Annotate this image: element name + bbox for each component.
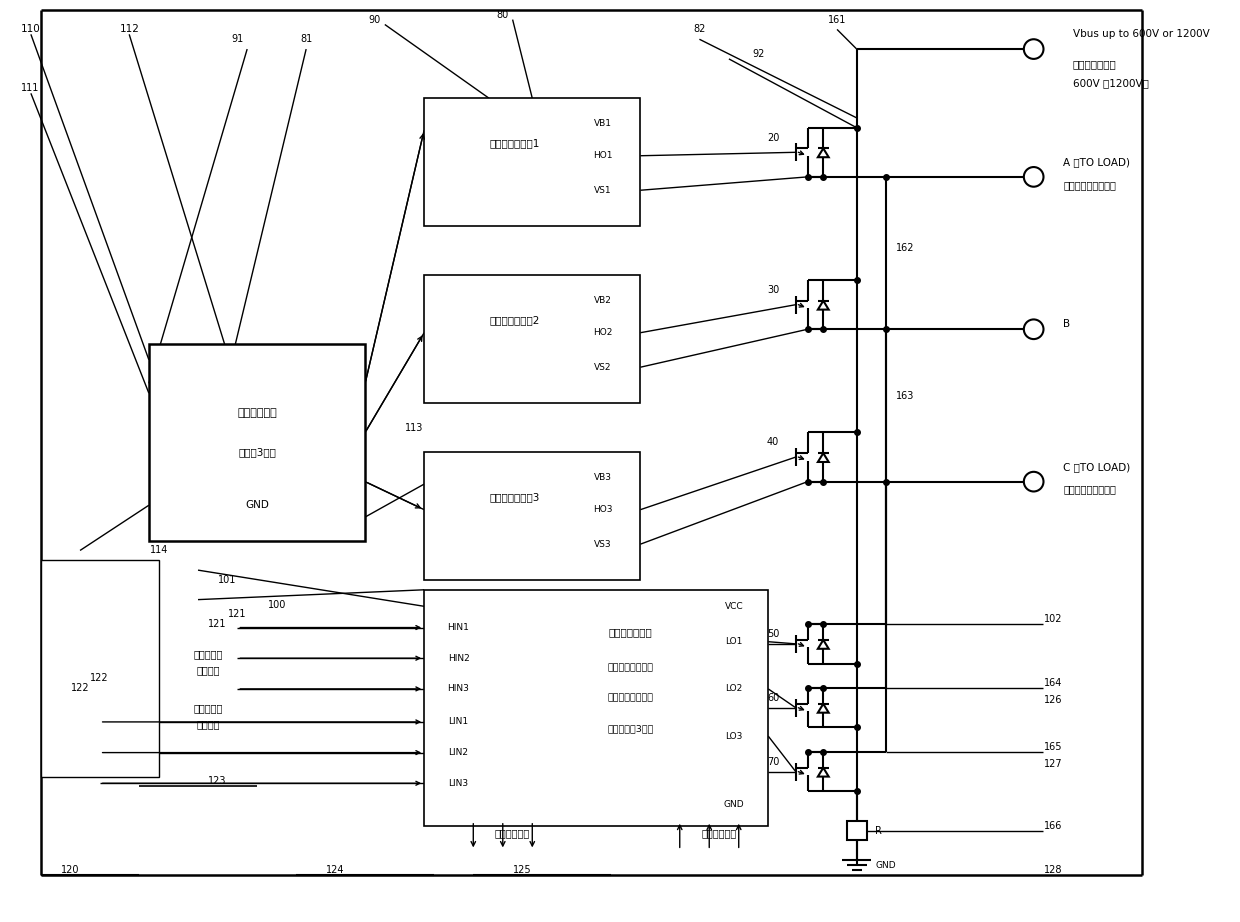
- Text: 120: 120: [61, 865, 79, 875]
- Bar: [847, 821, 867, 841]
- Text: 60: 60: [768, 693, 779, 703]
- Text: 112: 112: [119, 24, 139, 34]
- Text: 检测信号输入: 检测信号输入: [702, 829, 737, 839]
- Text: 92: 92: [753, 49, 765, 59]
- Text: 高压侧驱动芯片3: 高压侧驱动芯片3: [490, 491, 541, 502]
- Text: 高压侧驱动芯片2: 高压侧驱动芯片2: [490, 315, 541, 325]
- Text: 81: 81: [300, 34, 312, 44]
- Bar: [424, 275, 640, 403]
- Text: 70: 70: [768, 757, 779, 767]
- Text: 低压侧驱动模块: 低压侧驱动模块: [609, 627, 652, 637]
- Text: 高压侧逻辑: 高压侧逻辑: [193, 649, 222, 658]
- Text: （接三相电机相线）: （接三相电机相线）: [1063, 484, 1116, 494]
- Text: 控制信号: 控制信号: [196, 719, 219, 729]
- Text: 控制信号: 控制信号: [196, 666, 219, 676]
- Text: 110: 110: [21, 24, 41, 34]
- Text: 165: 165: [1044, 742, 1063, 752]
- Text: 82: 82: [693, 24, 706, 34]
- Text: 600V 或1200V）: 600V 或1200V）: [1073, 78, 1149, 89]
- Text: LO1: LO1: [725, 637, 743, 646]
- Text: 122: 122: [71, 683, 89, 693]
- Text: VS1: VS1: [594, 185, 611, 195]
- Text: R: R: [875, 826, 882, 835]
- Text: 20: 20: [768, 133, 779, 143]
- Text: 电平转移芯片: 电平转移芯片: [237, 408, 277, 418]
- Text: 低压侧逻辑: 低压侧逻辑: [193, 703, 222, 713]
- Text: 122: 122: [91, 673, 109, 683]
- Text: 127: 127: [1044, 759, 1063, 769]
- Text: VB1: VB1: [594, 119, 613, 128]
- Bar: [424, 99, 640, 226]
- Text: 40: 40: [768, 437, 779, 447]
- Text: 121: 121: [228, 609, 247, 620]
- Text: 30: 30: [768, 285, 779, 295]
- Text: 保护信号输出: 保护信号输出: [495, 829, 531, 839]
- Text: （接三相电机相线）: （接三相电机相线）: [1063, 180, 1116, 190]
- Text: 126: 126: [1044, 695, 1063, 705]
- Text: 124: 124: [326, 865, 345, 875]
- Text: （控制逻辑电路、: （控制逻辑电路、: [608, 663, 653, 672]
- Text: 路）（共有3路）: 路）（共有3路）: [608, 725, 653, 734]
- Text: 80: 80: [497, 9, 508, 19]
- Text: HIN2: HIN2: [448, 654, 470, 663]
- Text: LO3: LO3: [725, 731, 743, 740]
- Text: 保护电路、驱动电: 保护电路、驱动电: [608, 694, 653, 703]
- Text: LIN3: LIN3: [449, 779, 469, 787]
- Text: LIN2: LIN2: [449, 748, 469, 757]
- Text: LIN1: LIN1: [449, 717, 469, 727]
- Text: 111: 111: [21, 83, 40, 93]
- Text: VB2: VB2: [594, 296, 613, 305]
- Text: HIN3: HIN3: [448, 684, 470, 693]
- Text: HO2: HO2: [594, 328, 613, 337]
- Text: 162: 162: [897, 243, 915, 254]
- Text: GND: GND: [723, 800, 744, 809]
- Text: B: B: [1063, 319, 1070, 329]
- Text: VCC: VCC: [724, 602, 743, 610]
- Text: 123: 123: [208, 776, 227, 786]
- Text: VB3: VB3: [594, 473, 613, 482]
- Text: 128: 128: [1044, 865, 1063, 875]
- Text: 125: 125: [513, 865, 532, 875]
- Bar: [424, 590, 769, 826]
- Text: 161: 161: [828, 15, 846, 25]
- Text: 121: 121: [208, 620, 227, 629]
- Text: Vbus up to 600V or 1200V: Vbus up to 600V or 1200V: [1073, 30, 1210, 40]
- Text: 114: 114: [150, 546, 167, 555]
- Text: 164: 164: [1044, 679, 1063, 688]
- Text: HO1: HO1: [593, 151, 613, 160]
- Text: 102: 102: [1044, 614, 1063, 624]
- Text: 163: 163: [897, 391, 914, 401]
- Text: 101: 101: [218, 575, 237, 585]
- Text: （母线电压高达: （母线电压高达: [1073, 59, 1117, 69]
- Text: GND: GND: [246, 501, 269, 510]
- Text: 166: 166: [1044, 821, 1063, 831]
- Text: C （TO LOAD): C （TO LOAD): [1063, 462, 1131, 472]
- Text: HIN1: HIN1: [448, 623, 470, 632]
- Text: 50: 50: [768, 629, 779, 639]
- Text: VS3: VS3: [594, 539, 611, 549]
- Text: 100: 100: [268, 599, 286, 609]
- Text: （共有3路）: （共有3路）: [238, 447, 277, 457]
- Bar: [424, 452, 640, 580]
- Text: 91: 91: [231, 34, 243, 44]
- Text: GND: GND: [875, 860, 897, 869]
- Text: 高压侧驱动芯片1: 高压侧驱动芯片1: [490, 138, 541, 148]
- Text: 113: 113: [405, 422, 424, 432]
- Text: A （TO LOAD): A （TO LOAD): [1063, 157, 1130, 167]
- Text: LO2: LO2: [725, 684, 743, 693]
- Bar: [41, 561, 159, 776]
- Text: VS2: VS2: [594, 362, 611, 372]
- Text: HO3: HO3: [593, 505, 613, 514]
- Bar: [149, 344, 365, 540]
- Text: 90: 90: [368, 15, 381, 25]
